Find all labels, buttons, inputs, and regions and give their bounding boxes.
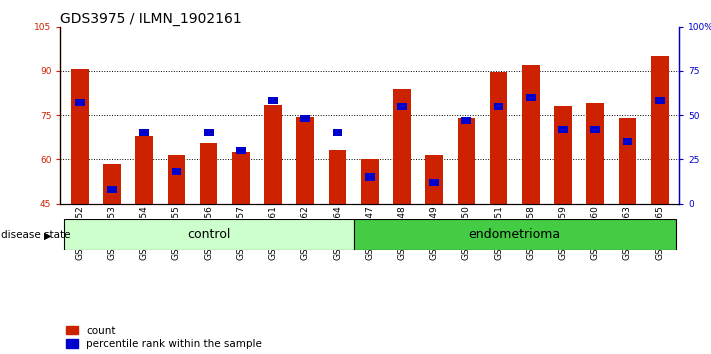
- Bar: [554, 106, 572, 204]
- Bar: [522, 65, 540, 204]
- Bar: [558, 126, 568, 133]
- Bar: [139, 129, 149, 136]
- Bar: [168, 155, 186, 204]
- Bar: [493, 103, 503, 110]
- Bar: [232, 152, 250, 204]
- Bar: [457, 118, 475, 204]
- Bar: [268, 97, 278, 104]
- Bar: [328, 150, 346, 204]
- Bar: [461, 117, 471, 124]
- Bar: [135, 136, 153, 204]
- Bar: [490, 72, 508, 204]
- Bar: [75, 99, 85, 106]
- Bar: [590, 126, 600, 133]
- Bar: [264, 105, 282, 204]
- Bar: [397, 103, 407, 110]
- Bar: [301, 115, 310, 122]
- Bar: [619, 118, 636, 204]
- Bar: [425, 155, 443, 204]
- Legend: count, percentile rank within the sample: count, percentile rank within the sample: [65, 326, 262, 349]
- Bar: [361, 159, 378, 204]
- Bar: [587, 103, 604, 204]
- Bar: [236, 147, 246, 154]
- Bar: [71, 69, 89, 204]
- Bar: [296, 116, 314, 204]
- Bar: [204, 129, 213, 136]
- Text: endometrioma: endometrioma: [469, 228, 561, 241]
- Bar: [651, 56, 668, 204]
- Bar: [107, 186, 117, 193]
- Bar: [171, 168, 181, 175]
- Bar: [200, 143, 218, 204]
- Text: GDS3975 / ILMN_1902161: GDS3975 / ILMN_1902161: [60, 12, 242, 25]
- Bar: [64, 219, 353, 250]
- Bar: [353, 219, 675, 250]
- Bar: [655, 97, 665, 104]
- Bar: [393, 88, 411, 204]
- Text: disease state: disease state: [1, 230, 71, 240]
- Text: control: control: [187, 228, 230, 241]
- Bar: [333, 129, 343, 136]
- Bar: [526, 94, 535, 101]
- Bar: [429, 179, 439, 186]
- Bar: [365, 173, 375, 181]
- Bar: [623, 138, 632, 145]
- Bar: [103, 164, 121, 204]
- Text: ▶: ▶: [43, 230, 51, 240]
